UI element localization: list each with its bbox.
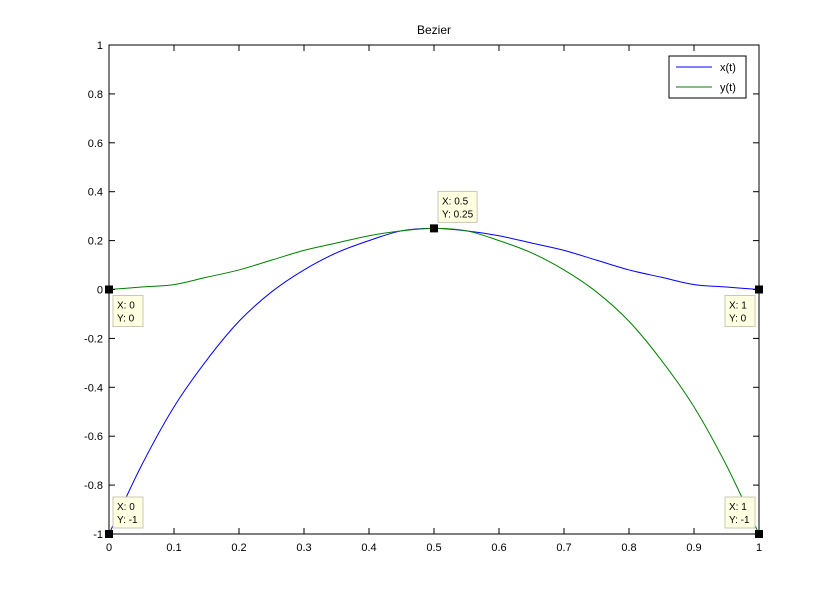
legend[interactable]: x(t) y(t): [668, 55, 747, 99]
legend-box: [668, 55, 747, 99]
x-tick-label: 0.6: [491, 542, 506, 554]
x-tick-label: 0.2: [231, 542, 246, 554]
datatip[interactable]: X: 0 Y: 0: [112, 295, 144, 327]
datatip-marker[interactable]: [105, 530, 113, 538]
datatip-x-text: X: 0: [117, 502, 135, 513]
legend-label-x: x(t): [720, 62, 736, 74]
datatip-x-text: X: 1: [729, 502, 747, 513]
datatip-y-text: Y: -1: [117, 515, 138, 526]
y-tick-label: -0.2: [84, 333, 103, 345]
y-tick-label: 1: [97, 40, 103, 52]
datatip-y-text: Y: 0.25: [442, 209, 474, 220]
y-tick-label: 0.6: [88, 138, 103, 150]
tick-layer: 0 0.1 0.2 0.3 0.4 0.5 0.6 0.7 0.8 0.9 1 1 0.8 0.6 0.4 0…: [84, 40, 762, 554]
datatip-x-text: X: 0.5: [442, 196, 469, 207]
datatip-x-text: X: 0: [117, 301, 135, 312]
datatip-box: [724, 496, 756, 529]
datatip-marker[interactable]: [430, 224, 438, 233]
datatip-box: [112, 295, 144, 327]
datatip-marker[interactable]: [105, 285, 113, 294]
datatip-y-text: Y: -1: [729, 515, 750, 526]
datatip-box: [724, 295, 756, 327]
x-tick-label: 0.1: [166, 542, 181, 554]
datatip-box: [112, 496, 144, 529]
datatip-y-text: Y: 0: [729, 314, 747, 325]
y-tick-label: -1: [93, 529, 103, 541]
datatip[interactable]: X: 0 Y: -1: [112, 496, 144, 529]
x-tick-label: 0.9: [686, 542, 701, 554]
datatip-layer: X: 0Y: 0X: 0.5Y: 0.25X: 1Y: 0X: 0Y: -1X:…: [112, 190, 756, 529]
y-tick-label: -0.6: [84, 431, 103, 443]
x-tick-label: 0.7: [556, 542, 571, 554]
datatip-box: [437, 190, 478, 223]
y-tick-label: -0.8: [84, 480, 103, 492]
datatip-marker[interactable]: [755, 530, 763, 538]
datatip-y-text: Y: 0: [117, 314, 135, 325]
datatip-marker[interactable]: [755, 285, 763, 294]
datatip[interactable]: X: 1 Y: -1: [724, 496, 756, 529]
plot-background: [109, 45, 759, 534]
chart-title: Bezier: [417, 23, 451, 37]
y-tick-label: 0: [97, 285, 103, 297]
x-tick-label: 1: [756, 542, 762, 554]
datatip-x-text: X: 1: [729, 301, 747, 312]
x-tick-label: 0.5: [426, 542, 441, 554]
legend-label-y: y(t): [720, 82, 736, 94]
datatip[interactable]: X: 0.5 Y: 0.25: [437, 190, 478, 223]
x-tick-label: 0.4: [361, 542, 376, 554]
y-tick-label: 0.8: [88, 89, 103, 101]
x-tick-label: 0.8: [621, 542, 636, 554]
x-tick-label: 0: [106, 542, 112, 554]
y-tick-label: 0.4: [88, 187, 103, 199]
x-tick-label: 0.3: [296, 542, 311, 554]
y-tick-label: -0.4: [84, 382, 103, 394]
datatip-marker-layer: [105, 224, 763, 538]
y-tick-label: 0.2: [88, 236, 103, 248]
datatip[interactable]: X: 1 Y: 0: [724, 295, 756, 327]
